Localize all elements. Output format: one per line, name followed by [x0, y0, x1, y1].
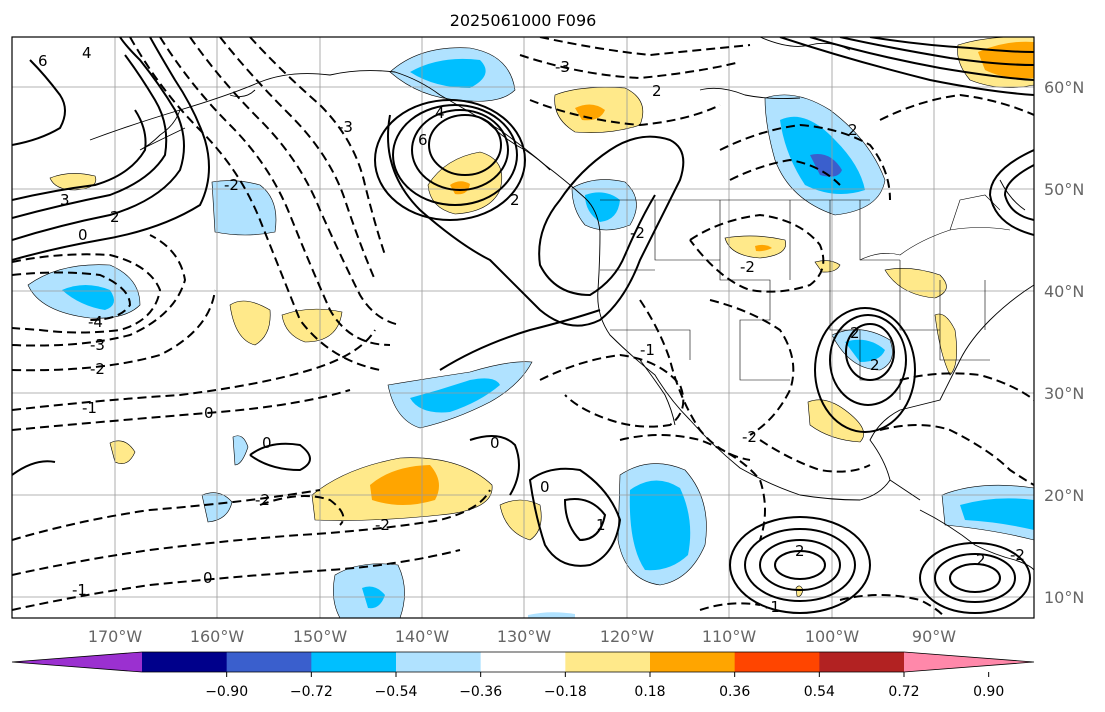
- lat-label: 20°N: [1044, 486, 1084, 505]
- lon-label: 150°W: [293, 627, 348, 646]
- colorbar-extend-high: [904, 652, 1034, 672]
- contour-label: 2: [976, 551, 986, 569]
- contour-label: 0: [204, 404, 214, 422]
- dashed-contours: [12, 37, 1034, 618]
- contour-label: 2: [850, 324, 860, 342]
- contour-label: -2: [90, 360, 105, 378]
- solid-contours: [12, 37, 1034, 614]
- colorbar-segment: [819, 652, 905, 672]
- lat-label: 40°N: [1044, 282, 1084, 301]
- contour-label: -3: [90, 336, 105, 354]
- contour-label: -1: [82, 399, 97, 417]
- colorbar-tick-label: −0.36: [459, 684, 502, 700]
- contour-label: 2: [795, 542, 805, 560]
- colorbar-segment: [311, 652, 397, 672]
- contour-label: -3: [338, 118, 353, 136]
- colorbar-tick-label: −0.90: [205, 684, 248, 700]
- colorbar-segment: [734, 652, 820, 672]
- contour-label: 2: [652, 82, 662, 100]
- lat-label: 50°N: [1044, 180, 1084, 199]
- contour-label: 2: [870, 356, 880, 374]
- contour-label: 4: [435, 104, 445, 122]
- map-title: 2025061000 F096: [450, 11, 597, 30]
- contour-label: 2: [848, 121, 858, 139]
- positive-anomaly-shading: [49, 37, 1034, 597]
- contour-label: -2: [630, 224, 645, 242]
- colorbar-segment: [565, 652, 651, 672]
- lon-label: 100°W: [805, 627, 860, 646]
- negative-anomaly-shading: [27, 47, 1034, 618]
- lon-label: 170°W: [88, 627, 143, 646]
- map-gridlines: [12, 37, 1034, 618]
- lon-label: 160°W: [190, 627, 245, 646]
- colorbar-tick-label: 0.18: [634, 684, 665, 700]
- lon-label: 90°W: [912, 627, 956, 646]
- contour-label: 3: [60, 191, 70, 209]
- colorbar-tick-label: −0.72: [290, 684, 333, 700]
- contour-label: 4: [82, 44, 92, 62]
- contour-label: -1: [640, 341, 655, 359]
- colorbar-tick-label: 0.36: [719, 684, 750, 700]
- colorbar-segment: [142, 652, 228, 672]
- colorbar-extend-low: [12, 652, 142, 672]
- map-plot-area: 6 4 3 2 0 -4 -3 -2 -1 0 0 4 6 2 -3 2 -2 …: [12, 37, 1034, 618]
- contour-label: -2: [742, 428, 757, 446]
- contour-label: -2: [1010, 546, 1025, 564]
- contour-label: -3: [555, 58, 570, 76]
- lat-label: 30°N: [1044, 384, 1084, 403]
- contour-label: 0: [540, 478, 550, 496]
- colorbar-segment: [396, 652, 482, 672]
- colorbar: −0.90 −0.72 −0.54 −0.36 −0.18 0.18 0.36 0.54 0.7…: [11, 651, 1035, 700]
- latitude-labels: 60°N 50°N 40°N 30°N 20°N 10°N: [1044, 78, 1084, 607]
- political-borders: [600, 194, 1011, 400]
- lat-label: 60°N: [1044, 78, 1084, 97]
- contour-label: 0: [78, 226, 88, 244]
- contour-label: 0: [490, 434, 500, 452]
- contour-label: 6: [418, 131, 428, 149]
- longitude-labels: 170°W 160°W 150°W 140°W 130°W 120°W 110°…: [88, 627, 956, 646]
- colorbar-tick-label: −0.18: [544, 684, 587, 700]
- contour-labels: 6 4 3 2 0 -4 -3 -2 -1 0 0 4 6 2 -3 2 -2 …: [38, 44, 1025, 616]
- colorbar-outline: [11, 651, 1035, 673]
- contour-label: 2: [110, 208, 120, 226]
- contour-label: -4: [88, 313, 103, 331]
- lon-label: 120°W: [600, 627, 655, 646]
- colorbar-tick-label: −0.54: [375, 684, 418, 700]
- contour-label: -2: [224, 176, 239, 194]
- contour-label: 2: [510, 191, 520, 209]
- contour-label: -2: [375, 516, 390, 534]
- contour-label: 1: [596, 516, 606, 534]
- colorbar-segment: [480, 652, 566, 672]
- contour-label: -1: [72, 581, 87, 599]
- coastlines: [89, 37, 1034, 571]
- colorbar-tick-label: 0.72: [888, 684, 919, 700]
- contour-label: 0: [262, 434, 272, 452]
- map-frame: [11, 36, 1035, 619]
- contour-label: 6: [38, 52, 48, 70]
- contour-label: 0: [203, 569, 213, 587]
- lat-label: 10°N: [1044, 588, 1084, 607]
- lon-label: 110°W: [702, 627, 757, 646]
- colorbar-segment: [226, 652, 312, 672]
- colorbar-tick-label: 0.90: [973, 684, 1004, 700]
- lon-label: 140°W: [395, 627, 450, 646]
- contour-label: -1: [765, 598, 780, 616]
- colorbar-tick-label: 0.54: [804, 684, 835, 700]
- contour-label: -2: [255, 491, 270, 509]
- contour-label: -2: [740, 258, 755, 276]
- colorbar-segment: [650, 652, 736, 672]
- lon-label: 130°W: [497, 627, 552, 646]
